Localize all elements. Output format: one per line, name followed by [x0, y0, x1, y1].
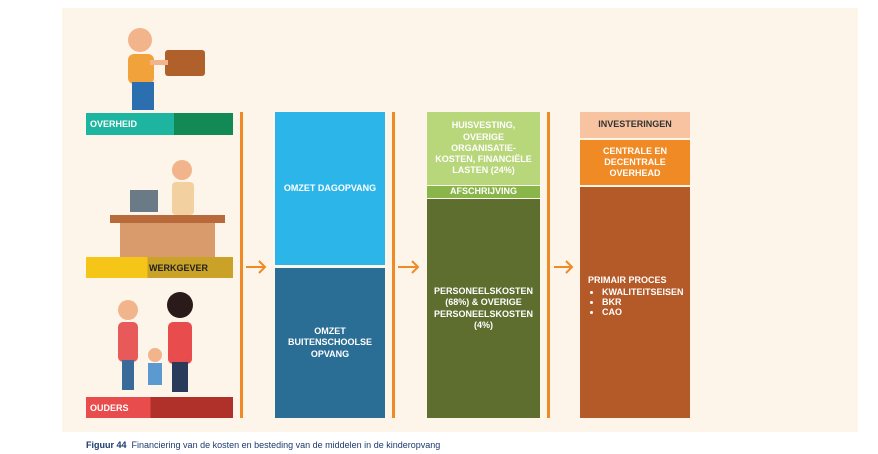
funder-label: OVERHEID: [86, 113, 233, 135]
spending-block: PRIMAIR PROCES KWALITEITSEISEN BKR CAO: [580, 187, 690, 418]
revenue-block: OMZET BUITENSCHOOLSE OPVANG: [275, 268, 385, 418]
revenue-block: OMZET DAGOPVANG: [275, 112, 385, 265]
spending-item: CAO: [602, 307, 690, 317]
caption-number: Figuur 44: [86, 440, 127, 450]
spending-block: INVESTERINGEN: [580, 112, 690, 138]
caption-text: Financiering van de kosten en besteding …: [131, 440, 441, 450]
funder-label: WERKGEVER: [86, 257, 233, 278]
spending-list: KWALITEITSEISEN BKR CAO: [588, 287, 690, 317]
arrows: [246, 260, 574, 274]
government-figure: [128, 28, 205, 110]
spending-item: BKR: [602, 297, 690, 307]
cost-block: HUISVESTING, OVERIGE ORGANISATIE-KOSTEN,…: [427, 112, 540, 185]
spending-item: KWALITEITSEISEN: [602, 287, 690, 297]
illustrations: [110, 28, 225, 392]
parents-figure: [118, 292, 193, 392]
cost-block: PERSONEELSKOSTEN (68%) & OVERIGE PERSONE…: [427, 199, 540, 418]
spending-title: PRIMAIR PROCES: [588, 275, 667, 285]
funder-label: OUDERS: [86, 397, 233, 418]
employer-figure: [110, 160, 225, 260]
spending-block: CENTRALE EN DECENTRALE OVERHEAD: [580, 140, 690, 185]
cost-block: AFSCHRIJVING: [427, 186, 540, 198]
divider: [547, 112, 550, 418]
divider: [392, 112, 395, 418]
caption: Figuur 44 Financiering van de kosten en …: [86, 440, 440, 450]
divider: [240, 112, 243, 418]
